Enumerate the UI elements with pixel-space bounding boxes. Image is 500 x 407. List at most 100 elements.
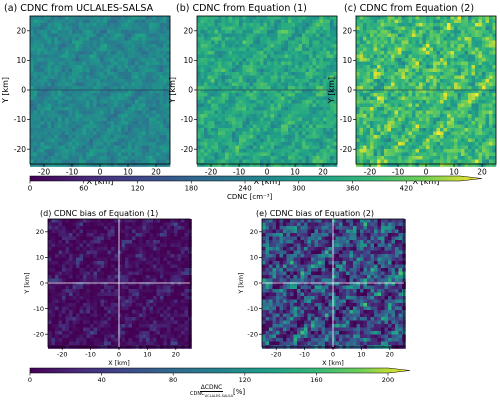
heatmap-cell <box>492 82 497 87</box>
heatmap-cell <box>263 79 268 83</box>
heatmap-cell <box>419 114 423 118</box>
heatmap-cell <box>281 75 285 80</box>
heatmap-cell <box>447 40 451 45</box>
heatmap-cell <box>225 100 229 104</box>
heatmap-cell <box>387 86 392 90</box>
heatmap-cell <box>131 86 136 90</box>
heatmap-cell <box>86 149 90 153</box>
heatmap-cell <box>370 23 374 27</box>
heatmap-cell <box>197 16 201 20</box>
heatmap-cell <box>163 61 167 66</box>
heatmap-cell <box>302 163 306 167</box>
heatmap-cell <box>436 61 441 66</box>
heatmap-cell <box>309 135 313 139</box>
heatmap-cell <box>419 79 423 83</box>
heatmap-cell <box>489 65 493 69</box>
heatmap-cell <box>239 44 243 48</box>
heatmap-cell <box>485 33 490 38</box>
heatmap-cell <box>159 124 164 129</box>
heatmap-cell <box>305 121 310 125</box>
heatmap-cell <box>204 114 208 118</box>
heatmap-cell <box>475 135 479 139</box>
heatmap-cell <box>54 114 59 118</box>
heatmap-cell <box>450 110 455 115</box>
heatmap-cell <box>149 156 153 160</box>
heatmap-cell <box>326 135 331 139</box>
heatmap-cell <box>277 135 282 139</box>
heatmap-cell <box>412 142 416 146</box>
heatmap-cell <box>131 131 136 136</box>
heatmap-cell <box>68 163 73 167</box>
heatmap-cell <box>117 145 122 150</box>
heatmap-cell <box>384 72 388 76</box>
heatmap-cell <box>380 40 385 45</box>
heatmap-cell <box>323 117 327 122</box>
heatmap-cell <box>277 16 282 20</box>
heatmap-cell <box>40 44 45 48</box>
heatmap-cell <box>326 163 331 167</box>
heatmap-cell <box>384 142 388 146</box>
heatmap-cell <box>128 163 132 167</box>
heatmap-cell <box>54 40 59 45</box>
heatmap-cell <box>443 33 448 38</box>
heatmap-cell <box>398 33 402 38</box>
heatmap-cell <box>356 131 360 136</box>
heatmap-cell <box>319 61 324 66</box>
heatmap-cell <box>200 51 205 55</box>
heatmap-cell <box>37 121 41 125</box>
heatmap-cell <box>489 107 493 111</box>
heatmap-cell <box>103 86 108 90</box>
heatmap-cell <box>419 142 423 146</box>
heatmap-cell <box>30 40 34 45</box>
heatmap-cell <box>211 58 215 62</box>
heatmap-cell <box>256 152 261 157</box>
heatmap-cell <box>295 163 299 167</box>
heatmap-cell <box>284 142 289 146</box>
heatmap-cell <box>124 54 129 59</box>
heatmap-cell <box>277 138 282 143</box>
heatmap-cell <box>47 100 52 104</box>
heatmap-cell <box>408 121 413 125</box>
heatmap-cell <box>405 100 409 104</box>
heatmap-cell <box>54 68 59 73</box>
heatmap-cell <box>163 114 167 118</box>
heatmap-cell <box>204 128 208 132</box>
heatmap-cell <box>260 16 264 20</box>
heatmap-cell <box>44 156 48 160</box>
heatmap-cell <box>44 93 48 97</box>
heatmap-cell <box>249 44 254 48</box>
heatmap-cell <box>398 86 402 90</box>
heatmap-cell <box>450 65 455 69</box>
heatmap-cell <box>440 54 444 59</box>
heatmap-cell <box>291 152 296 157</box>
heatmap-cell <box>79 114 83 118</box>
heatmap-cell <box>323 131 327 136</box>
heatmap-cell <box>135 19 139 24</box>
heatmap-cell <box>214 117 219 122</box>
heatmap-cell <box>149 26 153 31</box>
heatmap-cell <box>30 86 34 90</box>
heatmap-cell <box>489 93 493 97</box>
heatmap-cell <box>89 145 94 150</box>
heatmap-cell <box>159 51 164 55</box>
heatmap-cell <box>79 79 83 83</box>
heatmap-cell <box>492 19 497 24</box>
heatmap-cell <box>323 54 327 59</box>
heatmap-cell <box>475 72 479 76</box>
heatmap-cell <box>93 100 97 104</box>
heatmap-cell <box>302 124 306 129</box>
heatmap-cell <box>429 142 434 146</box>
heatmap-cell <box>256 19 261 24</box>
heatmap-cell <box>128 65 132 69</box>
heatmap-cell <box>51 89 55 94</box>
heatmap-cell <box>274 51 278 55</box>
heatmap-cell <box>86 152 90 157</box>
heatmap-cell <box>253 58 257 62</box>
heatmap-cell <box>405 121 409 125</box>
heatmap-cell <box>197 82 201 87</box>
heatmap-cell <box>471 54 476 59</box>
heatmap-cell <box>450 16 455 20</box>
heatmap-cell <box>145 68 150 73</box>
heatmap-cell <box>270 100 275 104</box>
heatmap-cell <box>256 121 261 125</box>
